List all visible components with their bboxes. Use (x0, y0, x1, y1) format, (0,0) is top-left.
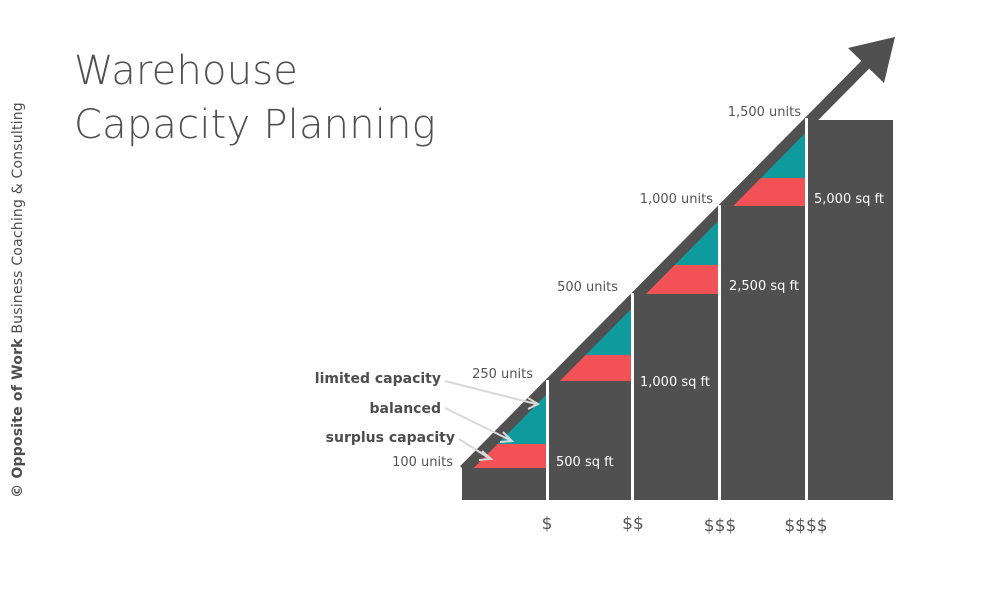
cost-label-3: $$$ (704, 516, 736, 536)
units-label-5: 1,500 units (728, 105, 802, 120)
pointer-balanced-head (499, 431, 515, 443)
units-label-3: 500 units (557, 280, 618, 295)
step-block-4 (808, 120, 893, 500)
area-label-2: 1,000 sq ft (640, 375, 710, 390)
step-block-3 (721, 206, 805, 500)
pointer-surplus (458, 438, 490, 459)
units-label-1: 100 units (392, 455, 453, 470)
pointer-surplus-head (478, 450, 494, 461)
cost-label-1: $ (542, 514, 553, 534)
step-block-2 (634, 294, 718, 500)
pointer-limited-head (527, 397, 541, 410)
area-label-3: 2,500 sq ft (729, 279, 799, 294)
surplus-band-2 (557, 355, 631, 381)
legend-surplus-label: surplus capacity (326, 430, 455, 446)
pointer-balanced (444, 407, 511, 441)
units-label-4: 1,000 units (640, 192, 714, 207)
units-label-2: 250 units (472, 367, 533, 382)
page-title: Warehouse Capacity Planning (74, 44, 436, 152)
surplus-band-3 (644, 265, 718, 294)
area-label-4: 5,000 sq ft (814, 192, 884, 207)
step-block-base (462, 468, 546, 500)
surplus-band-4 (731, 178, 805, 206)
cost-label-2: $$ (622, 514, 644, 534)
legend-limited-label: limited capacity (315, 371, 441, 387)
cost-label-4: $$$$ (784, 516, 827, 536)
legend-pointers (444, 380, 541, 461)
title-line-1: Warehouse (74, 48, 299, 94)
step-block-1 (549, 381, 631, 500)
area-label-1: 500 sq ft (556, 455, 614, 470)
title-line-2: Capacity Planning (74, 102, 436, 148)
growth-arrow-icon (848, 37, 895, 83)
legend-balanced-label: balanced (370, 401, 442, 417)
pointer-limited (444, 380, 537, 405)
